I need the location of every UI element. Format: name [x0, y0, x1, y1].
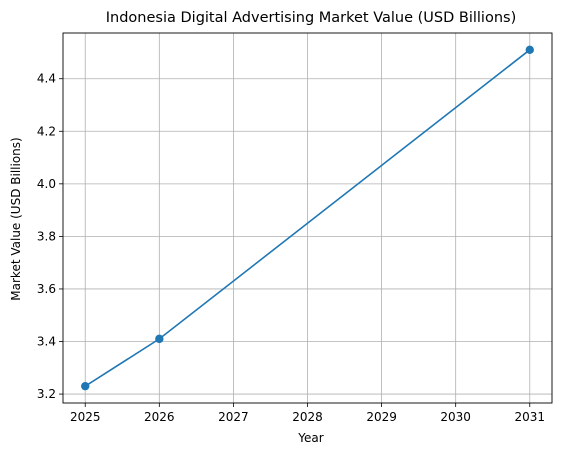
y-tick-label: 4.0	[37, 177, 56, 191]
x-tick-label: 2027	[218, 410, 249, 424]
x-tick-label: 2025	[70, 410, 101, 424]
data-point	[525, 45, 534, 55]
x-tick-label: 2031	[514, 410, 545, 424]
x-tick-label: 2030	[440, 410, 471, 424]
data-point	[155, 334, 164, 344]
y-tick-label: 3.4	[37, 335, 56, 349]
y-tick-label: 3.2	[37, 387, 56, 401]
y-tick-label: 4.4	[37, 72, 56, 86]
x-tick-label: 2029	[366, 410, 397, 424]
x-axis-label: Year	[297, 431, 323, 445]
y-tick-label: 3.6	[37, 282, 56, 296]
y-axis-ticks: 3.2 3.4 3.6 3.8 4.0 4.2 4.4	[37, 72, 63, 401]
data-point	[81, 381, 90, 391]
y-tick-label: 4.2	[37, 124, 56, 138]
y-axis-label: Market Value (USD Billions)	[9, 137, 23, 300]
grid	[63, 33, 552, 403]
x-axis-ticks: 2025 2026 2027 2028 2029 2030 2031	[70, 403, 545, 424]
chart-title: Indonesia Digital Advertising Market Val…	[106, 10, 516, 26]
series-layer	[81, 45, 534, 391]
x-tick-label: 2028	[292, 410, 323, 424]
x-tick-label: 2026	[144, 410, 175, 424]
y-tick-label: 3.8	[37, 229, 56, 243]
